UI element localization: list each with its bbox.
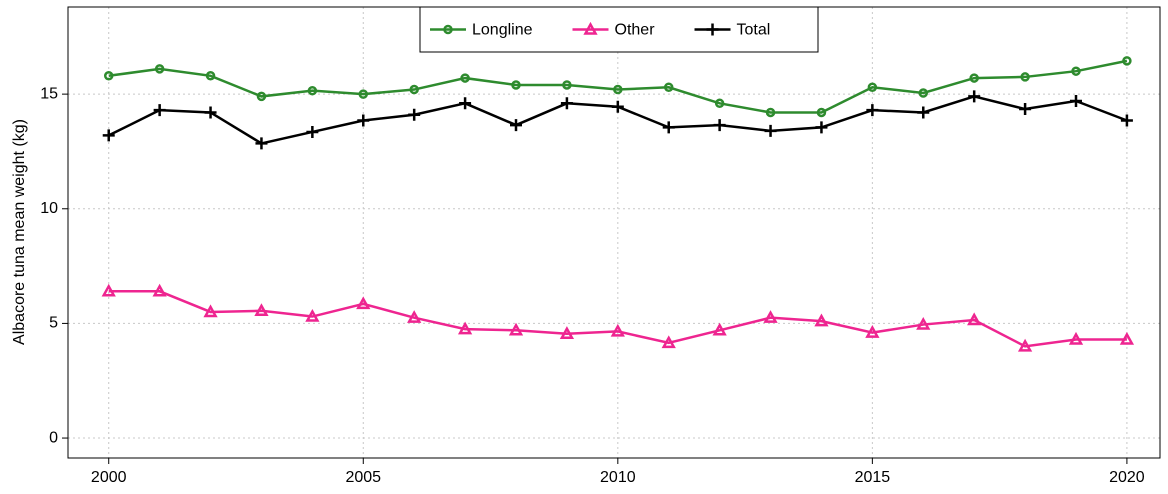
data-point [1019,103,1032,116]
data-point [256,91,267,102]
data-point [916,316,931,330]
data-point [969,73,979,83]
data-point [917,106,930,119]
data-point [154,64,165,74]
data-point [205,71,216,81]
data-point [661,335,676,349]
data-point [408,108,421,121]
data-point [152,283,167,297]
data-point [511,80,521,90]
data-point [103,71,114,81]
data-point [459,97,472,110]
data-point [714,98,725,109]
legend-box [419,6,819,53]
legend-label: Other [615,22,656,39]
data-point [968,90,981,103]
data-point [967,312,982,326]
data-point [307,85,318,96]
series-line [108,290,1127,348]
data-point [1119,331,1135,345]
series-line [108,59,1128,114]
data-point [560,97,573,110]
data-point [562,80,572,90]
legend-label: Longline [472,22,533,39]
data-point [712,322,727,336]
legend-marker [583,21,598,35]
legend-label: Total [737,22,771,39]
data-point [1120,114,1133,127]
data-point [814,313,829,327]
data-point [357,114,370,127]
data-point [409,84,419,95]
data-point [559,326,575,339]
data-point [713,119,726,132]
x-tick-label: 2000 [91,469,127,486]
data-point [510,119,522,132]
plot-border [67,6,1161,459]
y-axis-label: Albacore tuna mean weight (kg) [11,119,28,345]
data-point [460,73,470,83]
data-point [407,310,422,323]
data-point [613,84,623,95]
data-point [918,88,929,98]
data-point [1068,331,1084,345]
data-point [153,104,166,117]
data-point [356,296,371,310]
data-point [1122,56,1132,66]
data-point [255,137,268,150]
data-point [865,325,880,338]
data-point [815,121,828,134]
data-point [1070,95,1082,108]
data-point [866,104,879,117]
data-point [763,310,778,323]
data-point [663,82,674,92]
data-point [816,107,827,118]
data-point [610,323,625,337]
x-tick-label: 2005 [345,469,381,486]
data-point [765,107,776,118]
data-point [764,124,777,137]
data-point [203,304,218,318]
data-point [508,322,524,336]
x-tick-label: 2015 [855,469,891,486]
data-point [1071,66,1081,76]
data-point [102,129,115,142]
data-point [1017,338,1033,352]
x-tick-label: 2010 [600,469,636,486]
legend-marker [706,23,719,36]
data-point [457,321,473,335]
data-point [867,82,878,92]
data-point [611,100,624,113]
data-point [254,303,269,317]
data-point [662,121,675,134]
data-point [1020,72,1030,82]
data-point [101,283,116,297]
data-point [358,89,369,99]
y-tick-label: 15 [40,85,58,102]
y-tick-label: 0 [49,429,58,446]
data-point [204,106,217,119]
data-point [306,125,319,138]
y-tick-label: 10 [40,200,58,217]
y-tick-label: 5 [49,315,58,332]
x-tick-label: 2020 [1109,469,1145,486]
legend-marker [443,24,453,35]
data-point [305,308,320,322]
